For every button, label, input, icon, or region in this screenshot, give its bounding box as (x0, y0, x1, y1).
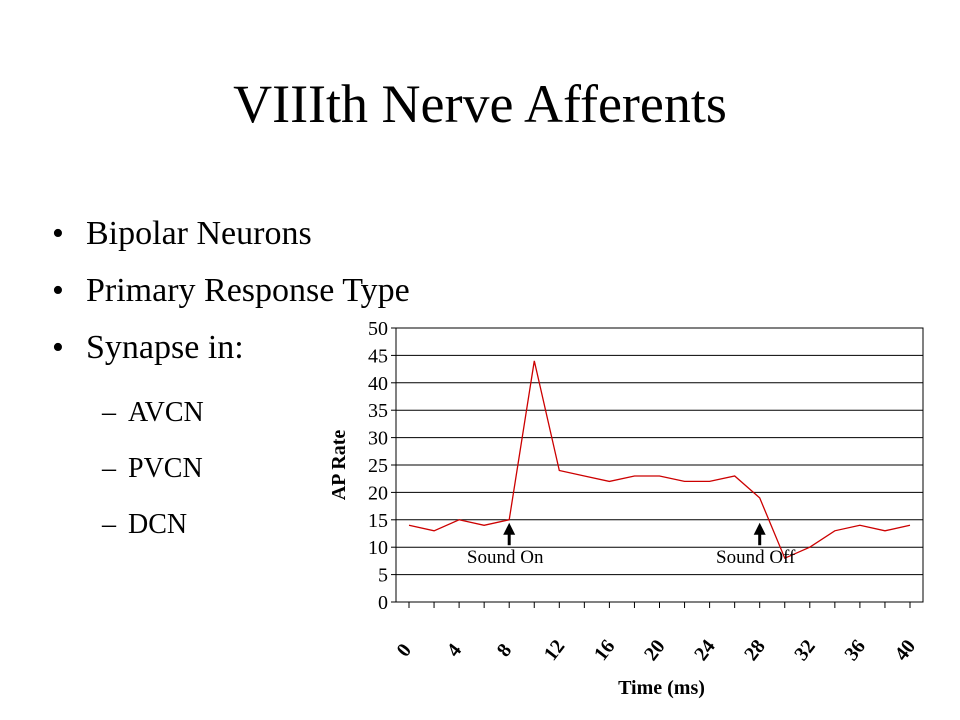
x-tick-label: 16 (590, 636, 620, 665)
bullet-item: • Bipolar Neurons (52, 214, 410, 254)
annotation-arrow-head (503, 522, 516, 535)
sub-bullet-item: – PVCN (102, 453, 204, 485)
y-tick-label: 10 (368, 537, 388, 559)
sub-bullet-dash: – (102, 397, 116, 428)
x-tick-label: 36 (840, 636, 870, 665)
sub-bullet-text: AVCN (128, 397, 204, 428)
sub-bullet-item: – DCN (102, 509, 204, 541)
bullet-text: Primary Response Type (86, 272, 410, 309)
sub-bullet-text: DCN (128, 509, 188, 540)
y-tick-label: 40 (368, 373, 388, 395)
annotation-arrow-head (753, 522, 766, 535)
bullet-dot: • (52, 329, 64, 366)
y-tick-label: 5 (378, 565, 388, 587)
x-tick-label: 12 (540, 636, 570, 665)
bullet-dot: • (52, 215, 64, 252)
sub-bullet-list: – AVCN – PVCN – DCN (102, 397, 204, 565)
x-tick-label: 8 (493, 640, 516, 661)
series-line (408, 360, 911, 560)
y-tick-label: 0 (378, 592, 388, 614)
x-tick-label: 4 (443, 640, 466, 661)
y-axis-label: AP Rate (328, 430, 350, 501)
annotation-label: Sound Off (716, 547, 796, 568)
bullet-text: Synapse in: (86, 329, 244, 366)
bullet-dot: • (52, 272, 64, 309)
x-tick-label: 40 (890, 636, 920, 665)
annotation-label: Sound On (467, 547, 544, 568)
y-tick-label: 50 (368, 318, 388, 340)
x-tick-label: 24 (690, 636, 720, 665)
y-tick-label: 30 (368, 428, 388, 450)
sub-bullet-text: PVCN (128, 453, 203, 484)
x-tick-label: 32 (790, 636, 820, 665)
y-tick-label: 35 (368, 400, 388, 422)
y-tick-label: 15 (368, 510, 388, 532)
bullet-item: • Synapse in: (52, 328, 410, 368)
sub-bullet-dash: – (102, 509, 116, 540)
y-tick-label: 20 (368, 482, 388, 504)
y-tick-label: 45 (368, 345, 388, 367)
slide-title: VIIIth Nerve Afferents (233, 74, 727, 134)
bullet-text: Bipolar Neurons (86, 215, 312, 252)
bullet-item: • Primary Response Type (52, 271, 410, 311)
sub-bullet-dash: – (102, 453, 116, 484)
y-tick-label: 25 (368, 455, 388, 477)
bullet-list: • Bipolar Neurons • Primary Response Type … (52, 214, 410, 385)
x-tick-label: 28 (740, 636, 770, 665)
sub-bullet-item: – AVCN (102, 397, 204, 429)
x-tick-label: 20 (640, 636, 670, 665)
x-tick-label: 0 (393, 640, 416, 661)
x-axis-label: Time (ms) (618, 677, 705, 699)
